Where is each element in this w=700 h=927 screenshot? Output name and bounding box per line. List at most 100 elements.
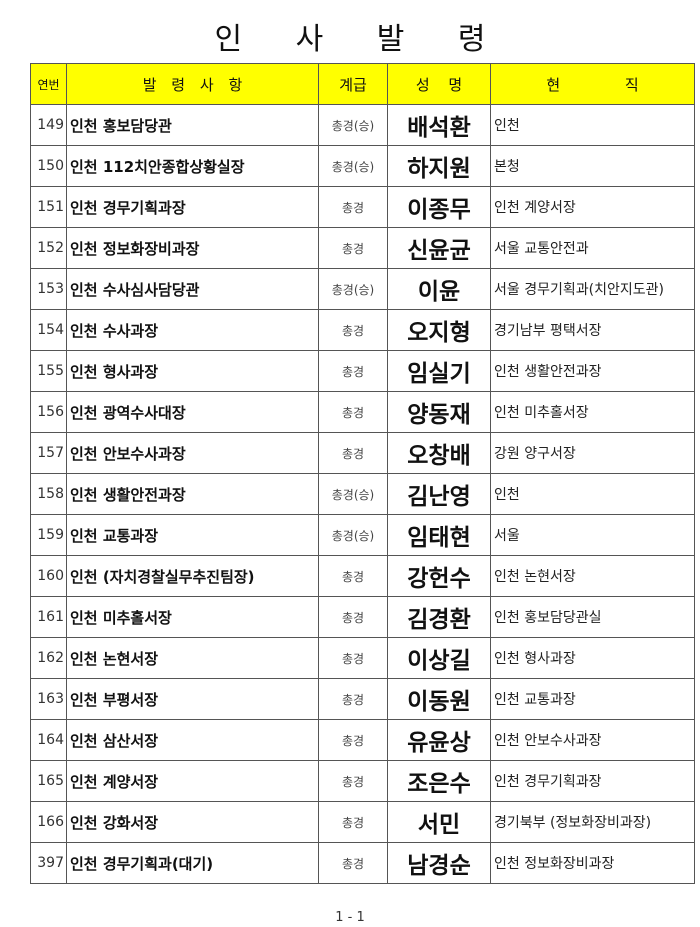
row-current-post: 인천 정보화장비과장: [490, 842, 695, 884]
row-post: 인천 교통과장: [66, 514, 319, 556]
row-number: 153: [30, 268, 67, 310]
table-row: 158 인천 생활안전과장 총경(승) 김난영 인천: [30, 473, 695, 515]
row-name: 신윤균: [387, 227, 491, 269]
row-number: 166: [30, 801, 67, 843]
row-rank: 총경(승): [318, 268, 388, 310]
row-rank: 총경(승): [318, 473, 388, 515]
appointment-table: 연번 발 령 사 항 계급 성 명 현 직 149 인천 홍보담당관 총경(승) 배석…: [30, 63, 695, 884]
row-current-post: 인천 경무기획과장: [490, 760, 695, 802]
row-rank: 총경(승): [318, 145, 388, 187]
table-row: 150 인천 112치안종합상황실장 총경(승) 하지원 본청: [30, 145, 695, 187]
row-number: 159: [30, 514, 67, 556]
row-name: 유윤상: [387, 719, 491, 761]
row-rank: 총경: [318, 637, 388, 679]
row-current-post: 본청: [490, 145, 695, 187]
table-row: 149 인천 홍보담당관 총경(승) 배석환 인천: [30, 104, 695, 146]
row-name: 양동재: [387, 391, 491, 433]
table-row: 155 인천 형사과장 총경 임실기 인천 생활안전과장: [30, 350, 695, 392]
row-post: 인천 광역수사대장: [66, 391, 319, 433]
table-row: 166 인천 강화서장 총경 서민 경기북부 (정보화장비과장): [30, 801, 695, 843]
row-current-post: 서울: [490, 514, 695, 556]
row-current-post: 인천 교통과장: [490, 678, 695, 720]
row-name: 배석환: [387, 104, 491, 146]
table-row: 162 인천 논현서장 총경 이상길 인천 형사과장: [30, 637, 695, 679]
row-rank: 총경: [318, 309, 388, 351]
row-post: 인천 경무기획과(대기): [66, 842, 319, 884]
row-name: 김난영: [387, 473, 491, 515]
row-name: 하지원: [387, 145, 491, 187]
table-row: 153 인천 수사심사담당관 총경(승) 이윤 서울 경무기획과(치안지도관): [30, 268, 695, 310]
header-num: 연번: [30, 63, 67, 105]
row-name: 조은수: [387, 760, 491, 802]
row-rank: 총경: [318, 760, 388, 802]
row-name: 서민: [387, 801, 491, 843]
table-row: 157 인천 안보수사과장 총경 오창배 강원 양구서장: [30, 432, 695, 474]
table-row: 165 인천 계양서장 총경 조은수 인천 경무기획과장: [30, 760, 695, 802]
row-post: 인천 부평서장: [66, 678, 319, 720]
table-row: 164 인천 삼산서장 총경 유윤상 인천 안보수사과장: [30, 719, 695, 761]
row-post: 인천 강화서장: [66, 801, 319, 843]
row-post: 인천 생활안전과장: [66, 473, 319, 515]
row-name: 강헌수: [387, 555, 491, 597]
row-rank: 총경: [318, 391, 388, 433]
row-rank: 총경(승): [318, 104, 388, 146]
row-current-post: 인천 논현서장: [490, 555, 695, 597]
row-number: 158: [30, 473, 67, 515]
row-post: 인천 (자치경찰실무추진팀장): [66, 555, 319, 597]
row-number: 161: [30, 596, 67, 638]
page-title: 인 사 발 령: [214, 22, 508, 57]
row-number: 163: [30, 678, 67, 720]
row-rank: 총경: [318, 596, 388, 638]
header-post: 발 령 사 항: [66, 63, 319, 105]
row-number: 149: [30, 104, 67, 146]
row-rank: 총경: [318, 801, 388, 843]
row-number: 164: [30, 719, 67, 761]
row-number: 162: [30, 637, 67, 679]
row-name: 이상길: [387, 637, 491, 679]
row-post: 인천 미추홀서장: [66, 596, 319, 638]
row-number: 152: [30, 227, 67, 269]
row-post: 인천 삼산서장: [66, 719, 319, 761]
row-post: 인천 수사과장: [66, 309, 319, 351]
row-number: 151: [30, 186, 67, 228]
row-rank: 총경: [318, 350, 388, 392]
row-post: 인천 수사심사담당관: [66, 268, 319, 310]
table-row: 159 인천 교통과장 총경(승) 임태현 서울: [30, 514, 695, 556]
row-name: 이동원: [387, 678, 491, 720]
row-post: 인천 논현서장: [66, 637, 319, 679]
row-current-post: 인천 미추홀서장: [490, 391, 695, 433]
row-post: 인천 112치안종합상황실장: [66, 145, 319, 187]
row-post: 인천 정보화장비과장: [66, 227, 319, 269]
row-post: 인천 형사과장: [66, 350, 319, 392]
row-name: 오지형: [387, 309, 491, 351]
table-row: 156 인천 광역수사대장 총경 양동재 인천 미추홀서장: [30, 391, 695, 433]
row-current-post: 경기북부 (정보화장비과장): [490, 801, 695, 843]
row-number: 154: [30, 309, 67, 351]
page-number: 1 - 1: [335, 910, 365, 925]
row-name: 이윤: [387, 268, 491, 310]
row-rank: 총경: [318, 227, 388, 269]
table-row: 154 인천 수사과장 총경 오지형 경기남부 평택서장: [30, 309, 695, 351]
row-current-post: 인천 형사과장: [490, 637, 695, 679]
row-rank: 총경: [318, 842, 388, 884]
row-rank: 총경: [318, 432, 388, 474]
row-number: 156: [30, 391, 67, 433]
row-number: 150: [30, 145, 67, 187]
table-row: 163 인천 부평서장 총경 이동원 인천 교통과장: [30, 678, 695, 720]
row-name: 김경환: [387, 596, 491, 638]
row-rank: 총경: [318, 678, 388, 720]
header-name: 성 명: [387, 63, 491, 105]
header-current: 현 직: [490, 63, 695, 105]
row-number: 397: [30, 842, 67, 884]
row-current-post: 서울 경무기획과(치안지도관): [490, 268, 695, 310]
row-current-post: 인천: [490, 473, 695, 515]
row-rank: 총경: [318, 555, 388, 597]
row-rank: 총경: [318, 186, 388, 228]
table-row: 152 인천 정보화장비과장 총경 신윤균 서울 교통안전과: [30, 227, 695, 269]
row-post: 인천 홍보담당관: [66, 104, 319, 146]
table-header-row: 연번 발 령 사 항 계급 성 명 현 직: [30, 63, 695, 105]
row-post: 인천 안보수사과장: [66, 432, 319, 474]
table-row: 160 인천 (자치경찰실무추진팀장) 총경 강헌수 인천 논현서장: [30, 555, 695, 597]
header-rank: 계급: [318, 63, 388, 105]
row-name: 남경순: [387, 842, 491, 884]
